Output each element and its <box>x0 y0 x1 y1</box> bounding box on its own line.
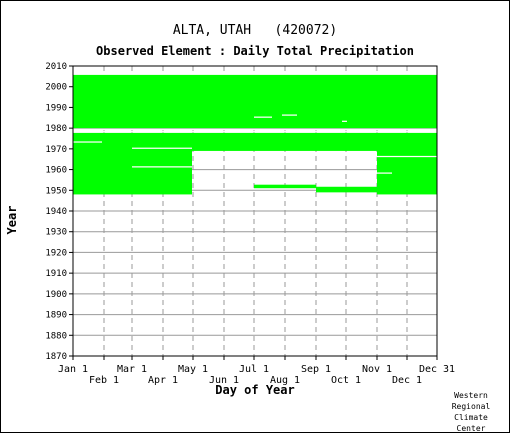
x-tick-label: May 1 <box>178 364 208 375</box>
y-tick-label: 1960 <box>45 166 67 176</box>
data-gap <box>254 116 272 118</box>
data-block <box>73 74 437 129</box>
data-gap <box>73 141 102 143</box>
credit-line: Center <box>456 424 486 433</box>
x-tick-label: Aug 1 <box>270 375 300 386</box>
x-tick-label: Jan 1 <box>58 364 88 375</box>
data-gap <box>73 131 437 133</box>
credit-line: Western <box>454 391 488 400</box>
data-gap <box>132 166 192 168</box>
x-tick-label: Apr 1 <box>148 375 178 386</box>
x-tick-label: Jul 1 <box>239 364 269 375</box>
y-tick-label: 1940 <box>45 207 67 217</box>
y-tick-label: 1920 <box>45 248 67 258</box>
x-tick-label: Oct 1 <box>331 375 361 386</box>
y-tick-label: 1950 <box>45 186 67 196</box>
credit-block: Western Regional Climate Center <box>441 390 501 433</box>
data-block <box>73 132 192 195</box>
data-gap <box>132 147 192 149</box>
y-tick-label: 2000 <box>45 83 67 93</box>
data-gap <box>73 128 437 131</box>
y-tick-label: 1980 <box>45 124 67 134</box>
credit-line: Regional <box>451 402 491 411</box>
x-tick-label: Sep 1 <box>301 364 331 375</box>
x-tick-label: Mar 1 <box>117 364 147 375</box>
y-tick-label: 1870 <box>45 352 67 362</box>
x-tick-label: Jun 1 <box>209 375 239 386</box>
y-tick-label: 1880 <box>45 331 67 341</box>
x-tick-label: Dec 1 <box>392 375 422 386</box>
y-tick-label: 1990 <box>45 103 67 113</box>
chart-title: ALTA, UTAH (420072) <box>172 23 338 38</box>
y-tick-label: 1970 <box>45 145 67 155</box>
y-tick-label: 1900 <box>45 290 67 300</box>
x-tick-label: Nov 1 <box>362 364 392 375</box>
y-tick-label: 1930 <box>45 228 67 238</box>
data-gap <box>282 114 297 116</box>
y-tick-label: 1910 <box>45 269 67 279</box>
y-tick-label: 1890 <box>45 311 67 321</box>
x-tick-label: Dec 31 <box>419 364 455 375</box>
y-tick-label: 2010 <box>45 62 67 72</box>
x-axis-label: Day of Year <box>215 383 295 397</box>
data-block <box>254 184 316 189</box>
data-block <box>377 132 437 195</box>
x-tick-label: Feb 1 <box>89 375 119 386</box>
data-gap <box>342 120 347 122</box>
chart-subtitle: Observed Element : Daily Total Precipita… <box>96 44 414 58</box>
data-block <box>316 186 377 193</box>
credit-line: Climate <box>454 413 488 422</box>
data-gap <box>377 172 392 174</box>
data-block <box>192 132 377 151</box>
data-gap <box>372 155 437 158</box>
